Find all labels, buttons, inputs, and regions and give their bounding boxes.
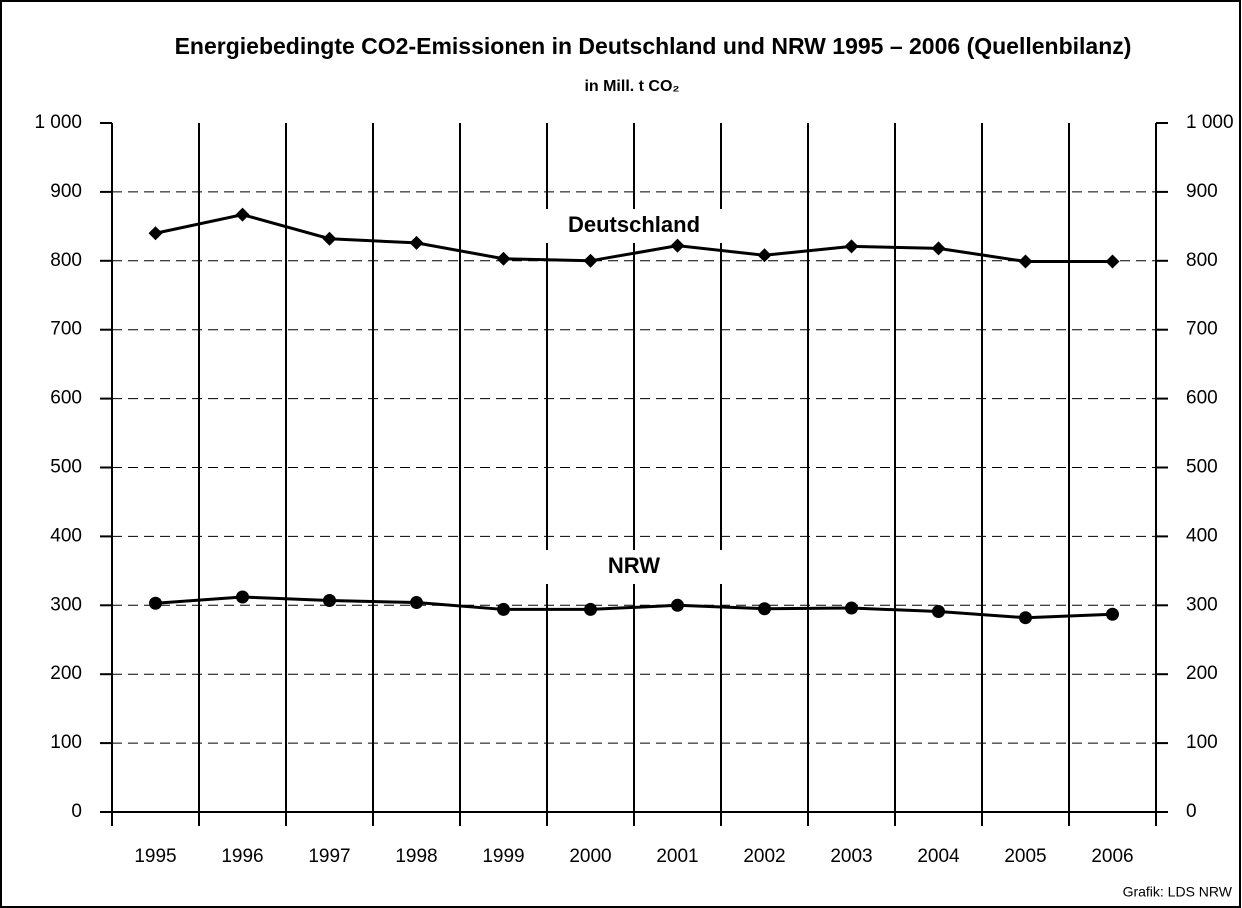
y2-tick-label: 300 xyxy=(1186,594,1218,615)
chart-title: Energiebedingte CO2-Emissionen in Deutsc… xyxy=(175,33,1132,59)
marker xyxy=(932,605,945,619)
y-tick-label: 200 xyxy=(50,663,82,684)
y2-tick-label: 800 xyxy=(1186,250,1218,271)
y-tick-label: 900 xyxy=(50,181,82,202)
y2-tick-label: 700 xyxy=(1186,319,1218,340)
x-tick-label: 2004 xyxy=(917,846,960,867)
x-tick-label: 1997 xyxy=(308,846,350,867)
y-tick-label: 700 xyxy=(50,319,82,340)
marker xyxy=(845,601,858,615)
y-tick-label: 300 xyxy=(50,594,82,615)
y2-tick-label: 200 xyxy=(1186,663,1218,684)
y-tick-label: 400 xyxy=(50,525,82,546)
marker xyxy=(323,593,336,607)
x-tick-label: 1998 xyxy=(395,846,437,867)
y2-tick-label: 400 xyxy=(1186,525,1218,546)
label-background xyxy=(545,209,723,243)
x-tick-label: 2003 xyxy=(830,846,872,867)
x-tick-label: 2002 xyxy=(743,846,785,867)
marker xyxy=(148,226,163,241)
marker xyxy=(844,239,859,254)
x-tick-label: 2005 xyxy=(1004,846,1046,867)
marker xyxy=(758,602,771,616)
series-label: NRW xyxy=(608,553,660,578)
y-tick-label: 0 xyxy=(71,801,82,822)
marker xyxy=(1018,254,1033,269)
marker xyxy=(149,596,162,610)
marker xyxy=(410,596,423,610)
marker xyxy=(409,235,424,250)
marker xyxy=(1019,611,1032,625)
x-tick-label: 1995 xyxy=(134,846,176,867)
x-tick-label: 1996 xyxy=(221,846,263,867)
y-tick-label: 600 xyxy=(50,388,82,409)
marker xyxy=(1106,607,1119,621)
marker xyxy=(583,253,598,268)
marker xyxy=(236,590,249,604)
x-tick-label: 1999 xyxy=(482,846,524,867)
y2-tick-label: 0 xyxy=(1186,801,1197,822)
marker xyxy=(584,602,597,616)
marker xyxy=(757,248,772,263)
y-tick-label: 500 xyxy=(50,457,82,478)
marker xyxy=(322,231,337,246)
marker xyxy=(1105,254,1120,269)
marker xyxy=(497,602,510,616)
y2-tick-label: 500 xyxy=(1186,457,1218,478)
label-background xyxy=(545,550,723,584)
marker xyxy=(235,207,250,222)
x-tick-label: 2001 xyxy=(656,846,698,867)
marker xyxy=(496,251,511,266)
source: Grafik: LDS NRW xyxy=(1123,884,1233,900)
y2-tick-label: 1 000 xyxy=(1186,112,1234,133)
y2-tick-label: 900 xyxy=(1186,181,1218,202)
y-tick-label: 800 xyxy=(50,250,82,271)
series-label: Deutschland xyxy=(568,212,700,237)
marker xyxy=(670,238,685,253)
series-line xyxy=(155,213,1113,263)
y2-tick-label: 100 xyxy=(1186,732,1218,753)
marker xyxy=(931,241,946,256)
x-tick-label: 2000 xyxy=(569,846,611,867)
y-tick-label: 1 000 xyxy=(34,112,82,133)
chart-subtitle: in Mill. t CO₂ xyxy=(584,78,679,95)
marker xyxy=(671,598,684,612)
x-tick-label: 2006 xyxy=(1091,846,1133,867)
y2-tick-label: 600 xyxy=(1186,388,1218,409)
series-line xyxy=(155,595,1113,620)
y-tick-label: 100 xyxy=(50,732,82,753)
